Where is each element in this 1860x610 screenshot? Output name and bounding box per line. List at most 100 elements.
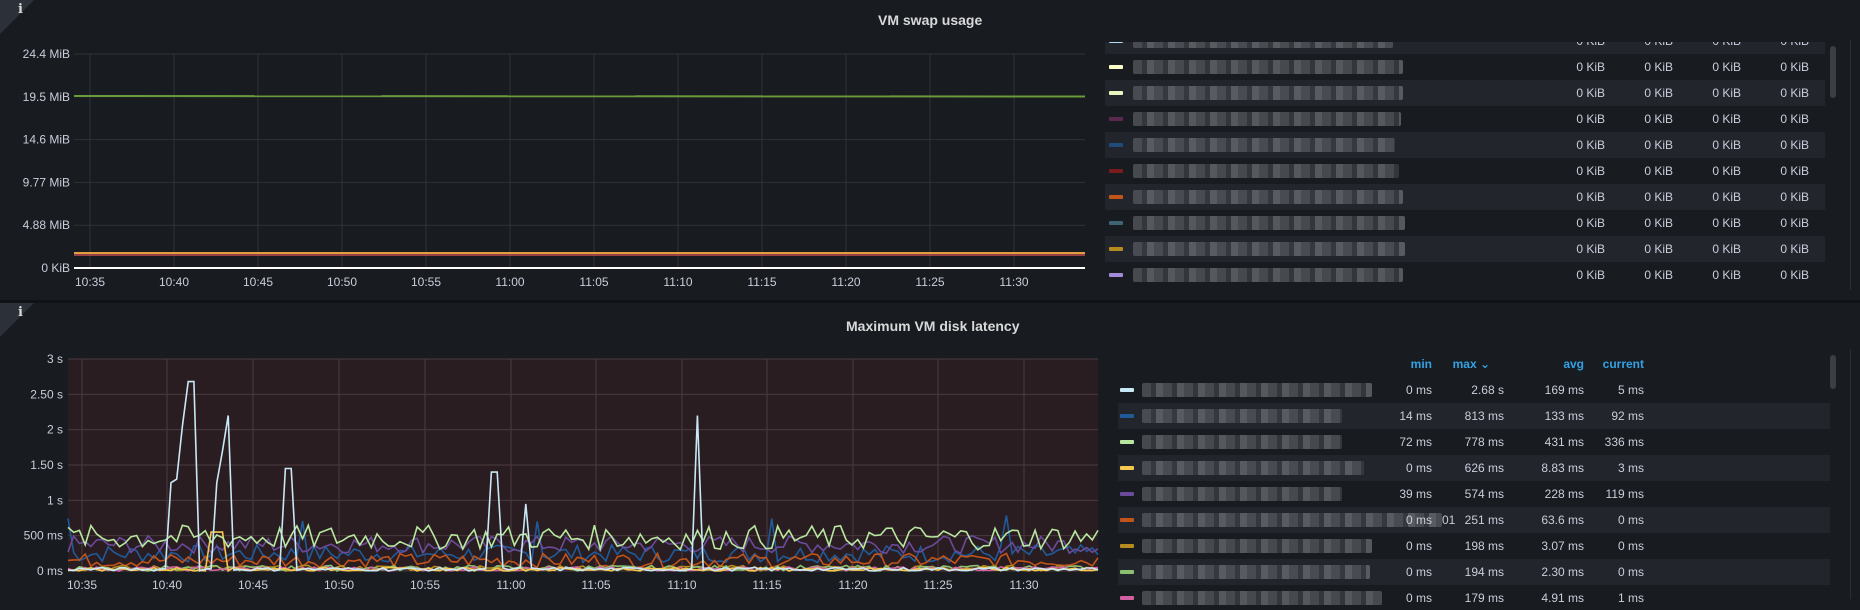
legend-value-max: 626 ms	[1464, 461, 1504, 475]
legend-row[interactable]: 0 ms 2.68 s 169 ms 5 ms	[1118, 377, 1830, 403]
series-color-icon[interactable]	[1109, 195, 1123, 199]
series-color-icon[interactable]	[1109, 42, 1123, 43]
redacted-series-name[interactable]	[1142, 409, 1342, 423]
legend-value-avg: 4.91 ms	[1541, 591, 1584, 605]
series-color-icon[interactable]	[1109, 65, 1123, 69]
legend-value-avg: 3.07 ms	[1541, 539, 1584, 553]
redacted-series-name[interactable]	[1133, 242, 1405, 256]
redacted-series-name[interactable]	[1142, 487, 1342, 501]
legend-value: 0 KiB	[1712, 138, 1741, 152]
series-color-icon[interactable]	[1120, 596, 1134, 600]
series-color-icon[interactable]	[1109, 273, 1123, 277]
series-color-icon[interactable]	[1109, 169, 1123, 173]
series-color-icon[interactable]	[1109, 221, 1123, 225]
scroll-track	[1850, 349, 1851, 599]
panel-title[interactable]: VM swap usage	[878, 12, 983, 28]
legend-value: 0 KiB	[1712, 190, 1741, 204]
panel-info-icon[interactable]: i	[0, 0, 34, 34]
legend-value: 0 KiB	[1576, 268, 1605, 282]
legend-header-max[interactable]: max ⌄	[1452, 357, 1490, 371]
legend-scrollbar[interactable]	[1830, 46, 1836, 98]
legend-value: 0 KiB	[1780, 86, 1809, 100]
legend-value: 0 KiB	[1576, 138, 1605, 152]
y-tick-label: 2.50 s	[30, 387, 63, 401]
legend-value-avg: 2.30 ms	[1541, 565, 1584, 579]
redacted-series-name[interactable]	[1142, 461, 1364, 475]
redacted-series-name[interactable]	[1133, 112, 1401, 126]
redacted-series-name[interactable]	[1133, 164, 1399, 178]
series-color-icon[interactable]	[1120, 414, 1134, 418]
legend-value: 0 KiB	[1780, 216, 1809, 230]
series-color-icon[interactable]	[1120, 518, 1134, 522]
legend-value: 0 KiB	[1780, 242, 1809, 256]
y-tick-label: 1 s	[47, 493, 63, 507]
series-name-suffix: 01	[1442, 513, 1456, 527]
legend-header-avg[interactable]: avg	[1563, 357, 1584, 371]
legend-header-min[interactable]: min	[1410, 357, 1432, 371]
legend-value: 0 KiB	[1535, 42, 1605, 48]
redacted-series-name[interactable]	[1142, 591, 1382, 605]
legend-row[interactable]: 72 ms 778 ms 431 ms 336 ms	[1118, 429, 1830, 455]
redacted-series-name[interactable]	[1133, 268, 1403, 282]
swap-chart[interactable]: 24.4 MiB 19.5 MiB 14.6 MiB 9.77 MiB 4.88 MiB…	[0, 0, 1100, 300]
redacted-series-name[interactable]	[1133, 60, 1403, 74]
series-color-icon[interactable]	[1109, 143, 1123, 147]
swap-legend: 0 KiB 0 KiB 0 KiB 0 KiB 0 KiB 0 KiB 0 KiB 0 KiB…	[1105, 42, 1825, 300]
legend-value-current: 0 ms	[1617, 513, 1644, 527]
series-color-icon[interactable]	[1109, 247, 1123, 251]
latency-chart[interactable]: 3 s 2.50 s 2 s 1.50 s 1 s 500 ms 0 ms 10:35 10:4…	[0, 303, 1110, 610]
legend-value-max: 2.68 s	[1471, 383, 1504, 397]
y-tick-label: 9.77 MiB	[23, 175, 70, 189]
redacted-series-name[interactable]	[1142, 539, 1372, 553]
series-color-icon[interactable]	[1120, 440, 1134, 444]
legend-row[interactable]: 39 ms 574 ms 228 ms 119 ms	[1118, 481, 1830, 507]
series-line	[67, 380, 1099, 572]
series-color-icon[interactable]	[1109, 117, 1123, 121]
legend-value: 0 KiB	[1644, 138, 1673, 152]
redacted-series-name[interactable]	[1133, 190, 1403, 204]
series-color-icon[interactable]	[1120, 388, 1134, 392]
legend-row[interactable]: 0 ms 179 ms 4.91 ms 1 ms	[1118, 585, 1830, 607]
redacted-series-name[interactable]	[1133, 138, 1395, 152]
legend-scrollbar[interactable]	[1830, 355, 1836, 389]
legend-row[interactable]: 14 ms 813 ms 133 ms 92 ms	[1118, 403, 1830, 429]
series-color-icon[interactable]	[1120, 466, 1134, 470]
legend-row[interactable]: 0 ms 198 ms 3.07 ms 0 ms	[1118, 533, 1830, 559]
series-color-icon[interactable]	[1109, 91, 1123, 95]
legend-value-min: 39 ms	[1399, 487, 1432, 501]
legend-value-min: 0 ms	[1405, 383, 1432, 397]
series-color-icon[interactable]	[1120, 570, 1134, 574]
legend-value: 0 KiB	[1644, 242, 1673, 256]
series-color-icon[interactable]	[1120, 544, 1134, 548]
legend-row[interactable]: 0 ms 626 ms 8.83 ms 3 ms	[1118, 455, 1830, 481]
legend-value: 0 KiB	[1712, 86, 1741, 100]
redacted-series-name[interactable]	[1142, 435, 1342, 449]
legend-value-current: 336 ms	[1604, 435, 1644, 449]
panel-info-icon[interactable]: i	[0, 303, 34, 337]
legend-value: 0 KiB	[1780, 60, 1809, 74]
panel-title[interactable]: Maximum VM disk latency	[846, 318, 1020, 334]
redacted-series-name[interactable]	[1142, 383, 1372, 397]
legend-row[interactable]: 01 0 ms 251 ms 63.6 ms 0 ms	[1118, 507, 1830, 533]
legend-value-max: 813 ms	[1464, 409, 1504, 423]
legend-row[interactable]: 0 ms 194 ms 2.30 ms 0 ms	[1118, 559, 1830, 585]
redacted-series-name[interactable]	[1133, 42, 1393, 48]
redacted-series-name[interactable]	[1133, 86, 1403, 100]
legend-value-min: 0 ms	[1405, 461, 1432, 475]
series-color-icon[interactable]	[1120, 492, 1134, 496]
legend-header-current[interactable]: current	[1602, 357, 1644, 371]
redacted-series-name[interactable]	[1142, 513, 1442, 527]
legend-value-avg: 133 ms	[1544, 409, 1584, 423]
redacted-series-name[interactable]	[1133, 216, 1405, 230]
redacted-series-name[interactable]	[1142, 565, 1370, 579]
